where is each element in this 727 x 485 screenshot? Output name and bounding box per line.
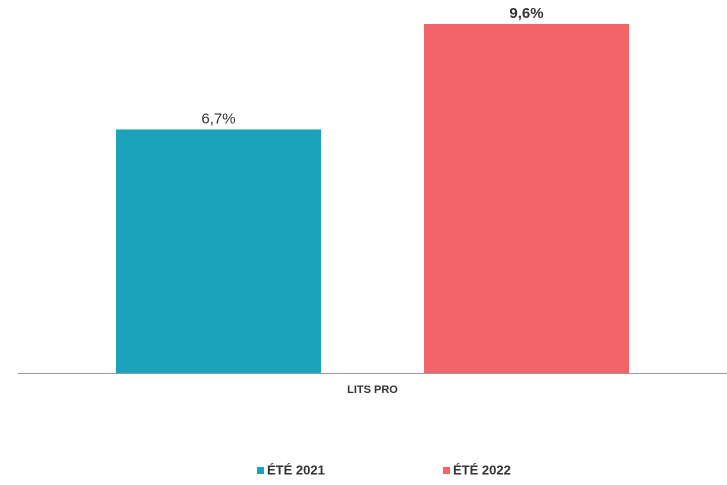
legend-swatch [257,467,264,474]
bar [424,24,629,373]
x-tick-label: LITS PRO [347,384,398,396]
legend-swatch [443,467,450,474]
value-label: 6,7% [201,110,235,127]
bar [116,129,321,373]
legend-label: ÉTÉ 2021 [267,462,325,477]
legend-label: ÉTÉ 2022 [453,462,511,477]
value-label: 9,6% [509,5,543,22]
